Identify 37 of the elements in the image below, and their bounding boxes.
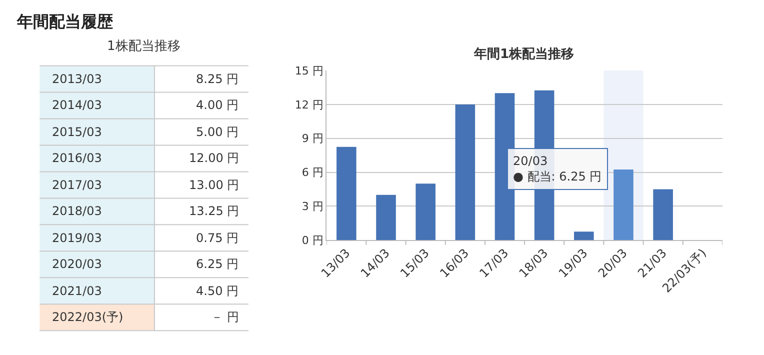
annotation: 20/03 ● 配当: 6.25 円 <box>513 154 602 184</box>
text: 4.50 円 <box>196 284 239 298</box>
y-tick-label: 0 円 <box>302 234 324 247</box>
text: 2021/03 <box>52 284 102 298</box>
text: 2015/03 <box>52 125 102 139</box>
text: 2016/03 <box>52 151 102 165</box>
text: 13.25 円 <box>189 204 240 218</box>
text: 0.75 円 <box>196 231 239 245</box>
bar <box>614 169 634 240</box>
text: 4.00 円 <box>196 98 239 112</box>
y-tick-label: 6 円 <box>302 166 324 180</box>
y-tick-label: 9 円 <box>302 132 324 146</box>
bar <box>574 232 594 240</box>
bar <box>455 104 476 240</box>
bar <box>416 184 436 240</box>
text: 13.00 円 <box>189 178 240 192</box>
text: 5.00 円 <box>196 125 239 139</box>
bar <box>653 189 673 240</box>
text: 2013/03 <box>52 72 102 86</box>
y-tick-label: 3 円 <box>302 200 324 214</box>
text: － 円 <box>211 310 239 324</box>
text: 2022/03(予) <box>52 310 124 324</box>
text: 12.00 円 <box>189 151 240 165</box>
y-tick-label: 12 円 <box>294 98 324 112</box>
text: 8.25 円 <box>196 72 239 86</box>
text: 1株配当推移 <box>107 39 180 54</box>
text: 2017/03 <box>52 178 102 192</box>
text: 2018/03 <box>52 204 102 218</box>
chart-title: 年間1株配当推移 <box>473 47 574 62</box>
y-tick-label: 15 円 <box>294 64 324 78</box>
text: 2020/03 <box>52 257 102 271</box>
bar <box>336 146 356 240</box>
text: 2019/03 <box>52 231 102 245</box>
text: 年間配当履歴 <box>16 12 113 31</box>
text: 6.25 円 <box>196 257 239 271</box>
bar <box>376 194 396 240</box>
text: 2014/03 <box>52 98 102 112</box>
